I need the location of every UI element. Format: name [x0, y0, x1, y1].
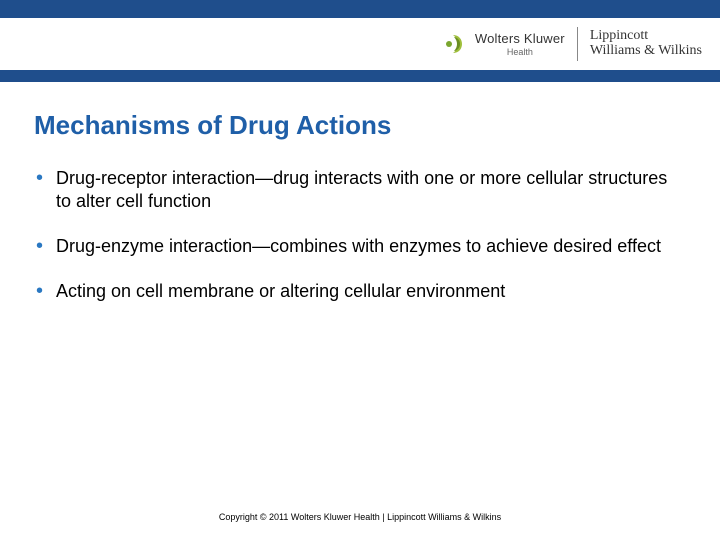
wk-brand-name: Wolters Kluwer [475, 32, 565, 45]
header-brand-row: Wolters Kluwer Health Lippincott William… [0, 18, 720, 70]
wolters-kluwer-logo: Wolters Kluwer Health [443, 31, 565, 57]
content: Mechanisms of Drug Actions Drug-receptor… [0, 82, 720, 303]
brand-divider [577, 27, 578, 61]
bullet-item: Drug-enzyme interaction—combines with en… [34, 235, 686, 258]
header-top-bar [0, 0, 720, 18]
bullet-item: Drug-receptor interaction—drug interacts… [34, 167, 686, 213]
copyright-footer: Copyright © 2011 Wolters Kluwer Health |… [0, 512, 720, 522]
wk-mark-icon [443, 31, 469, 57]
wk-brand-sub: Health [507, 48, 533, 57]
bullet-item: Acting on cell membrane or altering cell… [34, 280, 686, 303]
header: Wolters Kluwer Health Lippincott William… [0, 0, 720, 82]
brand-group: Wolters Kluwer Health Lippincott William… [443, 27, 702, 61]
bullet-list: Drug-receptor interaction—drug interacts… [34, 167, 686, 303]
lww-line2: Williams & Wilkins [590, 44, 702, 59]
lww-line1: Lippincott [590, 29, 702, 44]
lww-logo: Lippincott Williams & Wilkins [590, 29, 702, 58]
header-bottom-bar [0, 70, 720, 82]
slide-title: Mechanisms of Drug Actions [34, 110, 686, 141]
wk-text: Wolters Kluwer Health [475, 32, 565, 57]
slide: Wolters Kluwer Health Lippincott William… [0, 0, 720, 540]
